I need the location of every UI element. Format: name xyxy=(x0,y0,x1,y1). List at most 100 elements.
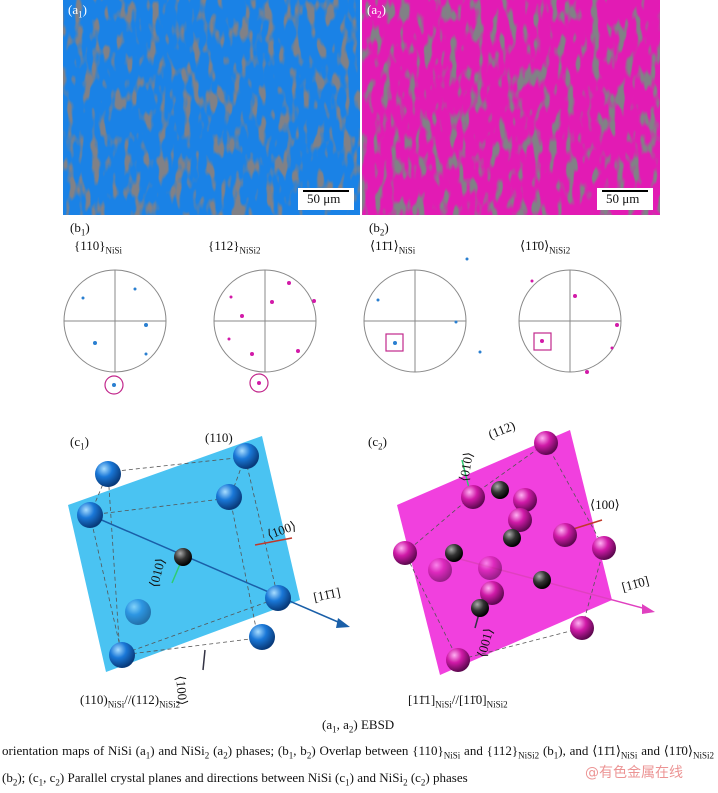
subscript: 2 xyxy=(534,750,540,761)
subscript: NiSi xyxy=(239,245,257,256)
axis xyxy=(254,537,293,546)
text-run: ) xyxy=(82,2,87,17)
subscript: 1 xyxy=(78,9,83,20)
a2-label: (a2) xyxy=(367,2,386,20)
text-run: (a xyxy=(68,2,79,17)
axis xyxy=(569,519,603,531)
text-run: ), and ⟨11̄1⟩ xyxy=(558,743,621,758)
subscript: NiSi xyxy=(486,699,504,710)
pole-spots xyxy=(227,279,619,385)
pf-110: {110}NiSi xyxy=(74,238,122,256)
subscript: 2 xyxy=(306,750,312,761)
pf-111: ⟨11̄1⟩NiSi xyxy=(370,238,415,256)
subscript: 2 xyxy=(223,750,228,761)
a1-scale: 50 μm xyxy=(307,191,341,206)
subscript: 2 xyxy=(175,699,181,710)
subscript: NiSi xyxy=(443,750,461,761)
text-run: ⟨100⟩ xyxy=(590,497,620,512)
subscript: 2 xyxy=(709,750,715,761)
subscript: NiSi xyxy=(435,699,452,710)
text-run: {112} xyxy=(208,238,240,253)
c2-dir-100: ⟨100⟩ xyxy=(590,497,620,513)
subscript: 2 xyxy=(377,9,382,20)
subscript: 2 xyxy=(204,750,210,761)
subscript: NiSi xyxy=(159,699,176,710)
atoms xyxy=(393,431,616,672)
text-run: , c xyxy=(43,769,56,785)
text-run: [11̄1] xyxy=(408,692,436,707)
ebsd-texture xyxy=(362,0,660,215)
text-run: , b xyxy=(293,743,307,758)
subscript: NiSi xyxy=(107,699,125,710)
atom xyxy=(174,548,192,566)
subscript: 1 xyxy=(553,750,559,761)
text-run: ) xyxy=(85,220,90,235)
text-run: (b xyxy=(70,220,81,235)
pole-spots xyxy=(81,257,482,387)
pole-figures xyxy=(63,269,622,373)
text-run: ⟨11̄0⟩ xyxy=(520,238,550,253)
subscript: 2 xyxy=(12,777,18,788)
subscript: 2 xyxy=(256,245,261,256)
c2-label: (c2) xyxy=(368,434,387,452)
scale-box xyxy=(597,188,653,210)
text-run: ) xyxy=(381,2,386,17)
c1-plane: (110) xyxy=(205,430,233,446)
highlight-marks xyxy=(104,332,552,395)
text-run: ) and NiSi xyxy=(150,743,205,758)
text-run: (a xyxy=(367,2,378,17)
subscript: 1 xyxy=(345,777,350,788)
text-run: (110) xyxy=(205,430,233,445)
text-run: //[11̄0] xyxy=(451,692,487,707)
pf-112: {112}NiSi2 xyxy=(208,238,261,256)
subscript: 2 xyxy=(420,777,426,788)
subscript: NiSi xyxy=(692,750,710,761)
text-run: ) Parallel crystal planes and directions… xyxy=(59,769,346,785)
subscript: NiSi xyxy=(518,750,535,761)
c2-relation: [11̄1]NiSi//[11̄0]NiSi2 xyxy=(408,692,508,710)
text-run: (c xyxy=(70,434,81,449)
text-run: ); (c xyxy=(17,769,39,785)
ebsd-texture xyxy=(63,0,360,215)
text-run: , a xyxy=(336,717,349,732)
text-run: (a xyxy=(209,743,224,758)
subscript: 2 xyxy=(55,777,60,788)
subscript: 2 xyxy=(565,245,571,256)
subscript: 2 xyxy=(503,699,508,710)
text-run: (b xyxy=(369,220,380,235)
text-run: ) xyxy=(384,220,389,235)
atoms xyxy=(445,481,551,617)
b2-label: (b2) xyxy=(369,220,389,238)
pf-110b: ⟨11̄0⟩NiSi2 xyxy=(520,238,570,256)
crystal-plane xyxy=(397,430,612,675)
subscript: NiSi xyxy=(620,750,638,761)
arrow xyxy=(642,604,655,614)
c1-label: (c1) xyxy=(70,434,89,452)
subscript: 2 xyxy=(378,441,383,452)
text-run: //(112) xyxy=(124,692,160,707)
subscript: 1 xyxy=(80,441,85,452)
text-run: ⟨11̄1⟩ xyxy=(370,238,399,253)
scale-box xyxy=(298,188,354,210)
text-run: orientation maps of NiSi (a xyxy=(2,743,146,758)
a2-scale: 50 μm xyxy=(606,191,640,206)
direction-line xyxy=(89,514,346,626)
subscript: 2 xyxy=(403,777,408,788)
text-run: ) EBSD xyxy=(353,717,395,732)
text-run: ) phases xyxy=(425,769,468,785)
subscript: 1 xyxy=(332,724,337,735)
text-run: {110} xyxy=(74,238,106,253)
text-run: (110) xyxy=(80,692,108,707)
subscript: 1 xyxy=(38,777,44,788)
text-run: (c xyxy=(368,434,379,449)
text-run: ) xyxy=(84,434,89,449)
subscript: 2 xyxy=(379,227,385,238)
c1-relation: (110)NiSi//(112)NiSi2 xyxy=(80,692,180,710)
a1-label: (a1) xyxy=(68,2,87,20)
arrow xyxy=(336,618,350,628)
text-run: ) xyxy=(382,434,387,449)
subscript: NiSi xyxy=(398,245,416,256)
subtitle: (a1, a2) EBSD xyxy=(322,717,394,735)
